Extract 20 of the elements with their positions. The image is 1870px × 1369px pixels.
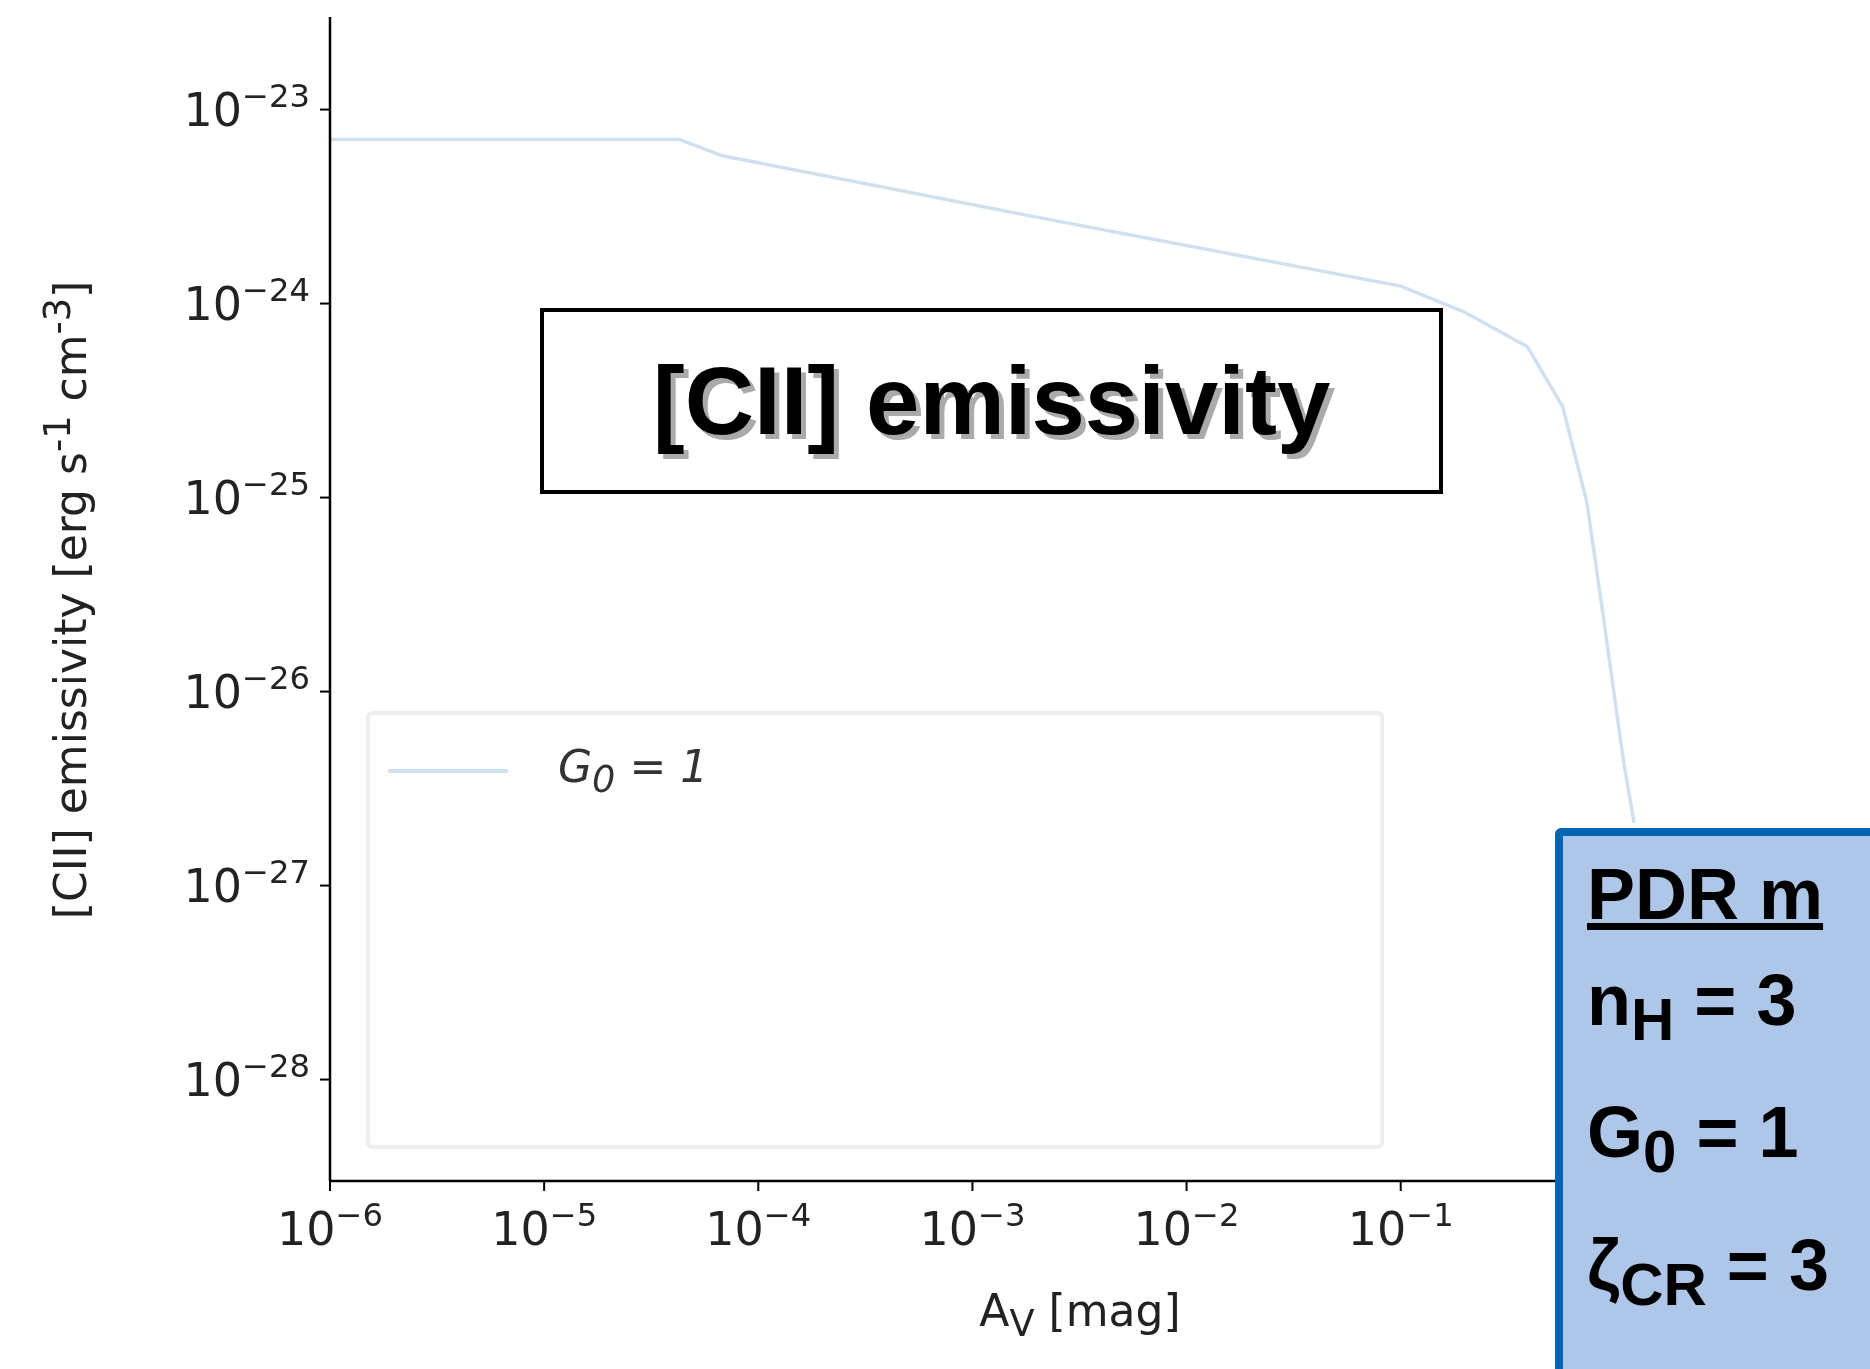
x-tick-label: 10$^{−3}$: [919, 1196, 1026, 1256]
y-tick-label: 10$^{−26}$: [183, 658, 310, 719]
x-tick-label: 10$^{−1}$: [1347, 1196, 1454, 1256]
x-tick-label: 10$^{−2}$: [1133, 1196, 1240, 1256]
annotation: n$_{H}$ = 3: [1587, 959, 1798, 1056]
legend-label: G$_{0}$ = 1: [558, 741, 709, 801]
y-tick-label: 10$^{−28}$: [183, 1046, 310, 1107]
x-tick-label: 10$^{−6}$: [277, 1196, 383, 1256]
annotation: PDR m: [1587, 853, 1825, 936]
annotation: G$_{0}$ = 1: [1587, 1091, 1800, 1188]
y-tick-label: 10$^{−24}$: [183, 270, 310, 331]
y-tick-label: 10$^{−27}$: [183, 852, 310, 913]
annotation: [CII] emissivity: [652, 346, 1331, 456]
x-axis-title: A$_{V}$ [mag]: [979, 1285, 1181, 1345]
legend-frame: G$_{0}$ = 1: [366, 711, 1384, 1149]
x-tick-label: 10$^{−5}$: [491, 1196, 598, 1256]
text: ζ$_{CR}$ = 3: [1587, 1223, 1830, 1321]
x-tick-label: 10$^{−4}$: [705, 1196, 812, 1256]
y-tick-label: 10$^{−25}$: [183, 464, 310, 525]
y-tick-label: 10$^{−23}$: [183, 76, 310, 137]
